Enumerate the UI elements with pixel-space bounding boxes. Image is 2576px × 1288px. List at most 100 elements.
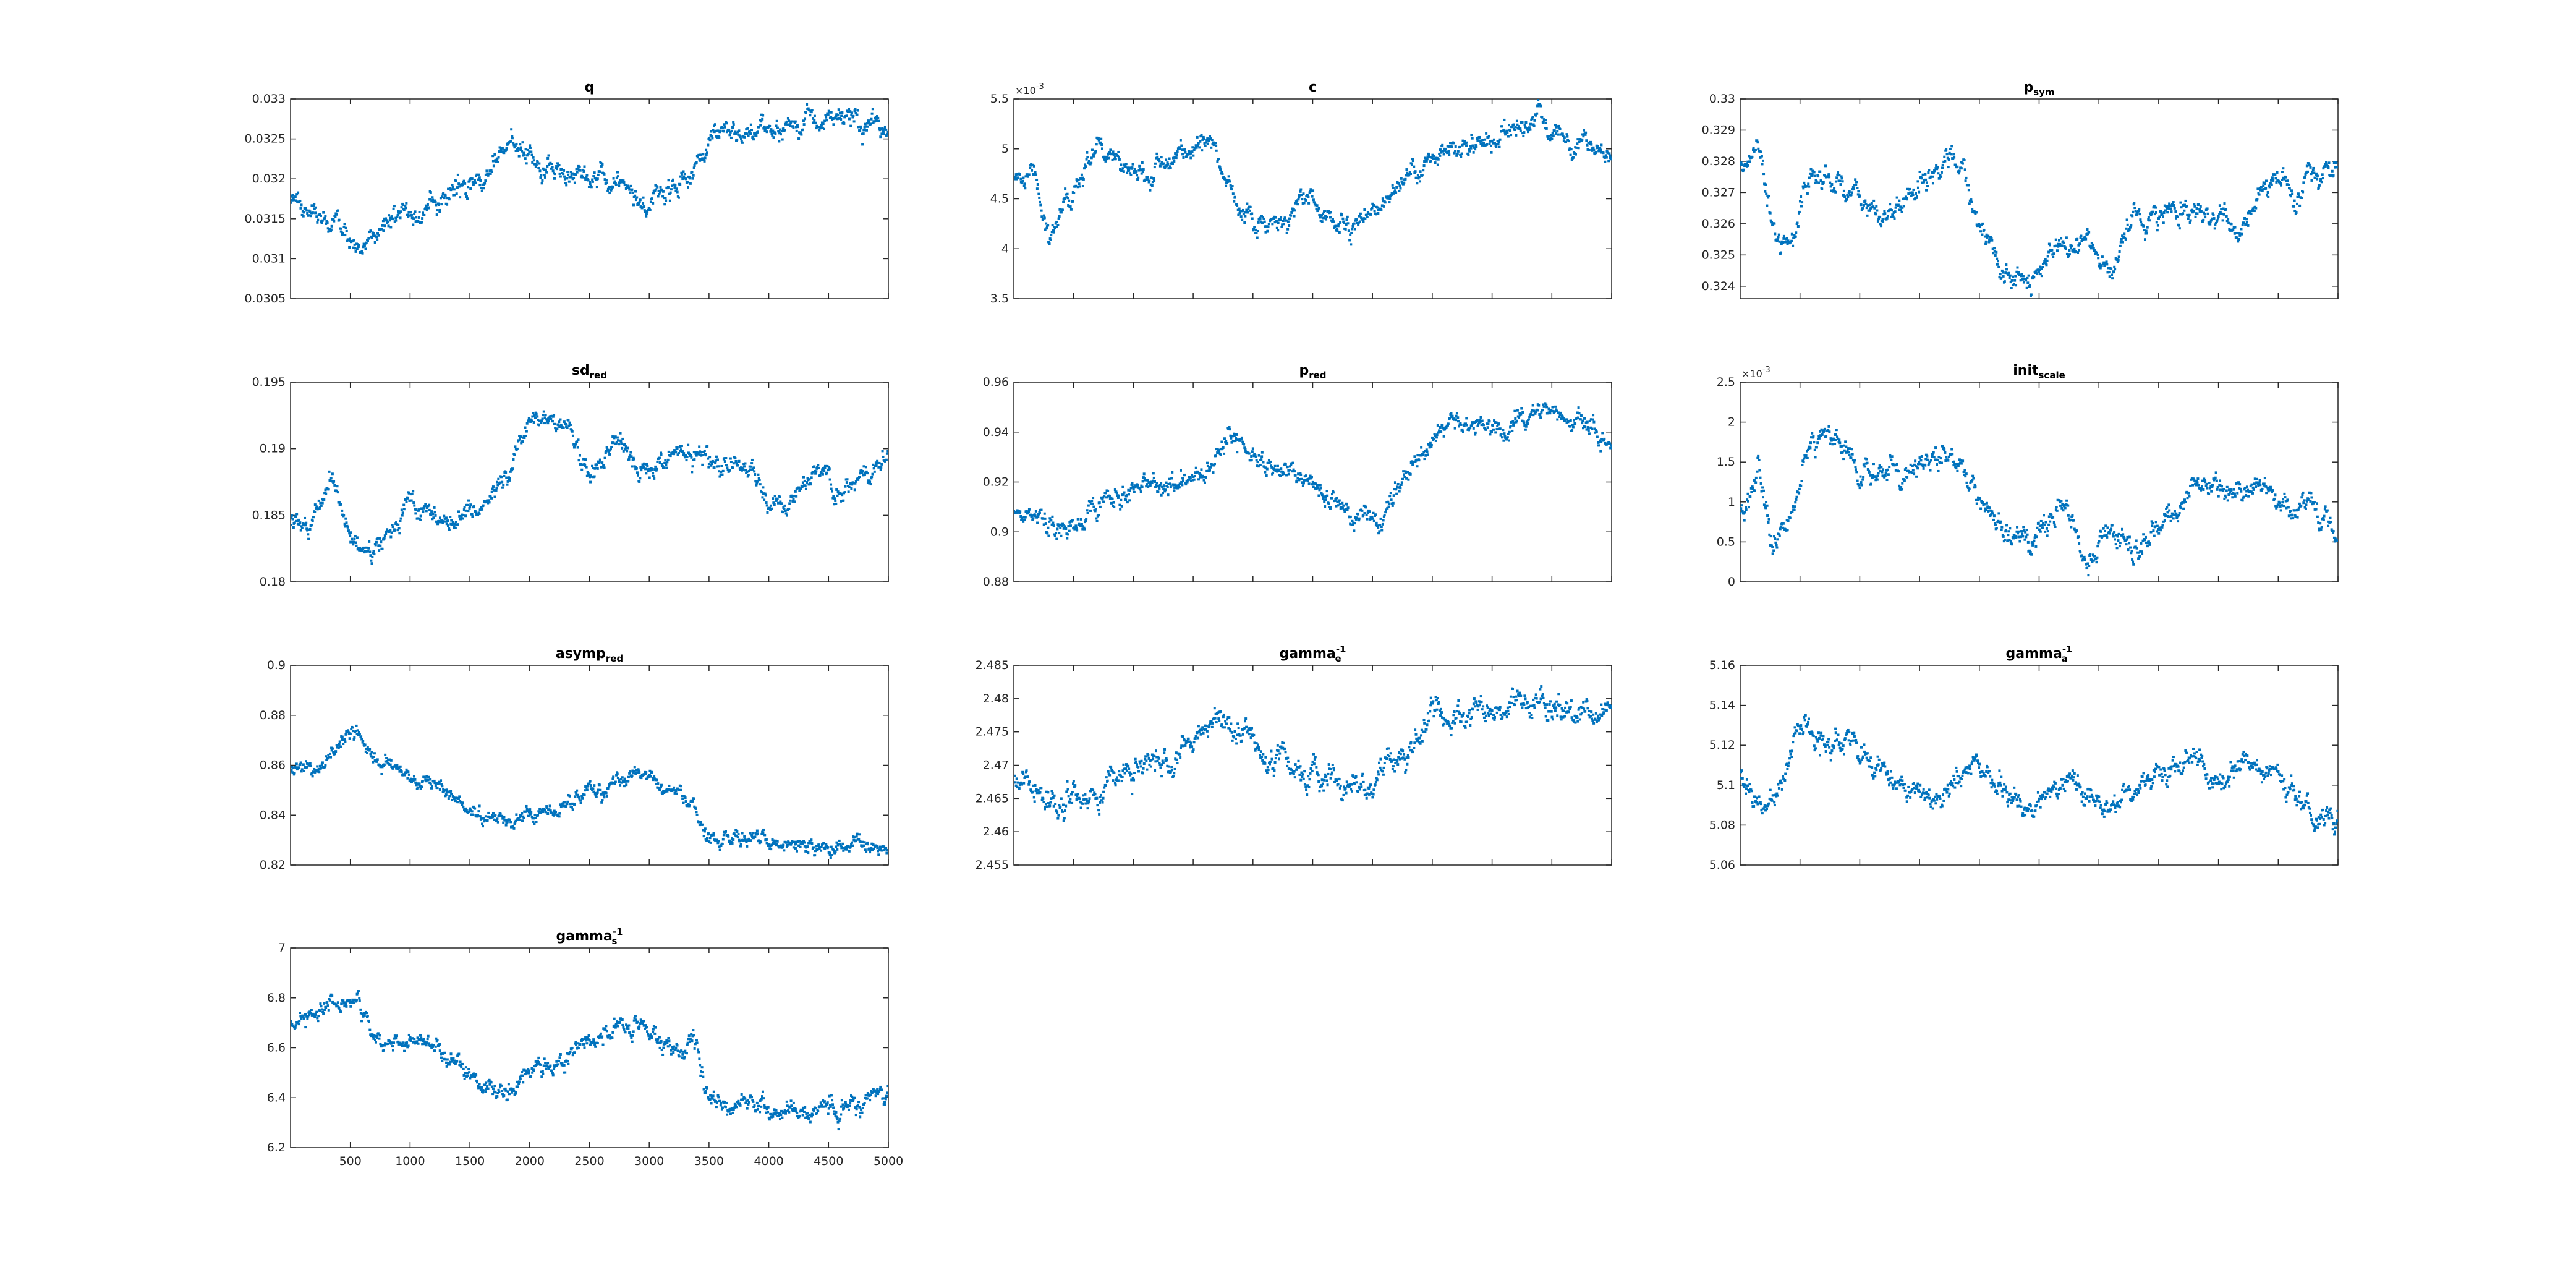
chart-3-point	[2005, 263, 2008, 267]
chart-5-point	[1583, 417, 1586, 420]
chart-4-point	[616, 439, 619, 442]
chart-3-point	[2171, 204, 2174, 207]
chart-1-point	[859, 125, 862, 128]
chart-3-point	[1802, 187, 1805, 190]
chart-4-point	[414, 512, 417, 515]
chart-3-point	[2264, 179, 2268, 182]
chart-1-point	[593, 171, 596, 174]
chart-2-point	[1209, 137, 1212, 140]
chart-2-point	[1048, 242, 1051, 245]
chart-4-point	[449, 516, 452, 519]
chart-3-point	[1850, 191, 1853, 194]
chart-4-point	[298, 523, 301, 526]
chart-4-point	[410, 499, 413, 502]
chart-4-point	[709, 460, 712, 463]
chart-2-point	[1104, 160, 1107, 163]
chart-3-point	[2170, 210, 2173, 213]
chart-1-point	[549, 161, 552, 164]
chart-1-point	[469, 187, 472, 190]
chart-5-point	[1437, 431, 1440, 434]
chart-6-point	[1745, 508, 1748, 511]
chart-2-point	[1524, 126, 1527, 129]
chart-2-point	[1384, 201, 1387, 204]
chart-2-point	[1082, 167, 1086, 170]
chart-3-point	[1866, 214, 1869, 217]
chart-4-point	[444, 516, 448, 519]
chart-3-point	[1748, 155, 1751, 158]
chart-3-point	[2261, 189, 2264, 192]
chart-2-point	[1594, 151, 1597, 154]
chart-3-point	[1780, 242, 1783, 245]
chart-5-point	[1578, 412, 1581, 415]
chart-1-point	[438, 208, 441, 211]
chart-5-point	[1031, 518, 1034, 521]
chart-3-point	[1801, 201, 1804, 204]
chart-3-point	[2289, 195, 2292, 198]
chart-6-point	[1764, 506, 1767, 510]
chart-2-point	[1052, 229, 1055, 232]
chart-5-point	[1609, 446, 1612, 450]
chart-4-point	[583, 463, 586, 466]
chart-1-point	[759, 124, 762, 127]
chart-5-point	[1307, 482, 1311, 485]
chart-3-point	[1844, 200, 1847, 203]
chart-2-point	[1381, 197, 1384, 200]
chart-1-point	[754, 132, 757, 135]
chart-1-point	[513, 146, 516, 149]
chart-2-point	[1300, 194, 1303, 197]
chart-5-point	[1515, 419, 1518, 422]
chart-4-point	[658, 456, 661, 459]
chart-4-point	[396, 529, 399, 532]
chart-4-point	[669, 454, 672, 458]
chart-2-point	[1142, 168, 1145, 171]
chart-4-point	[756, 480, 759, 483]
chart-6-point	[1853, 461, 1856, 464]
chart-5-point	[1141, 485, 1144, 488]
chart-3-point	[2092, 247, 2095, 250]
chart-5-point	[1402, 470, 1405, 473]
chart-3-point	[1879, 223, 1882, 226]
chart-5-point	[1282, 472, 1285, 476]
chart-5-point	[1537, 404, 1541, 407]
chart-6-point	[1742, 512, 1745, 515]
chart-2-point	[1515, 119, 1518, 122]
chart-3-point	[2293, 210, 2297, 213]
chart-2-point	[1353, 222, 1356, 225]
chart-5-point	[1565, 421, 1568, 424]
chart-5-point	[1430, 443, 1433, 446]
chart-1-point	[695, 154, 699, 157]
chart-2-point	[1257, 218, 1260, 221]
chart-2-point	[1523, 131, 1526, 134]
chart-2-point	[1509, 129, 1512, 132]
chart-2-point	[1167, 163, 1170, 166]
chart-4-point	[390, 531, 393, 534]
chart-5-point	[1251, 447, 1254, 450]
chart-3-point	[2169, 204, 2172, 207]
chart-2-point	[1061, 208, 1064, 211]
chart-3-point	[1953, 156, 1956, 159]
chart-1-point	[736, 138, 739, 141]
chart-5-point	[1372, 519, 1375, 522]
chart-3-point	[1904, 195, 1907, 198]
chart-5-series	[1014, 402, 1612, 540]
chart-5-point	[1405, 477, 1408, 480]
chart-3-point	[2015, 270, 2018, 273]
chart-5-point	[1529, 412, 1532, 416]
chart-4-point	[518, 438, 521, 441]
chart-5-point	[1547, 407, 1550, 411]
chart-1-point	[401, 203, 404, 207]
chart-3-point	[2272, 179, 2275, 182]
chart-5-point	[1234, 440, 1237, 443]
chart-4-point	[435, 521, 438, 524]
chart-1-point	[535, 163, 538, 166]
chart-5-point	[1349, 522, 1352, 526]
chart-4-point	[352, 540, 355, 544]
chart-5-point	[1279, 474, 1282, 477]
chart-2-point	[1014, 176, 1017, 179]
chart-1-point	[874, 116, 877, 119]
chart-1-point	[348, 245, 351, 249]
chart-5-point	[1388, 502, 1391, 505]
chart-5-point	[1514, 417, 1517, 420]
chart-1-point	[802, 119, 805, 122]
chart-1-point	[610, 189, 613, 192]
